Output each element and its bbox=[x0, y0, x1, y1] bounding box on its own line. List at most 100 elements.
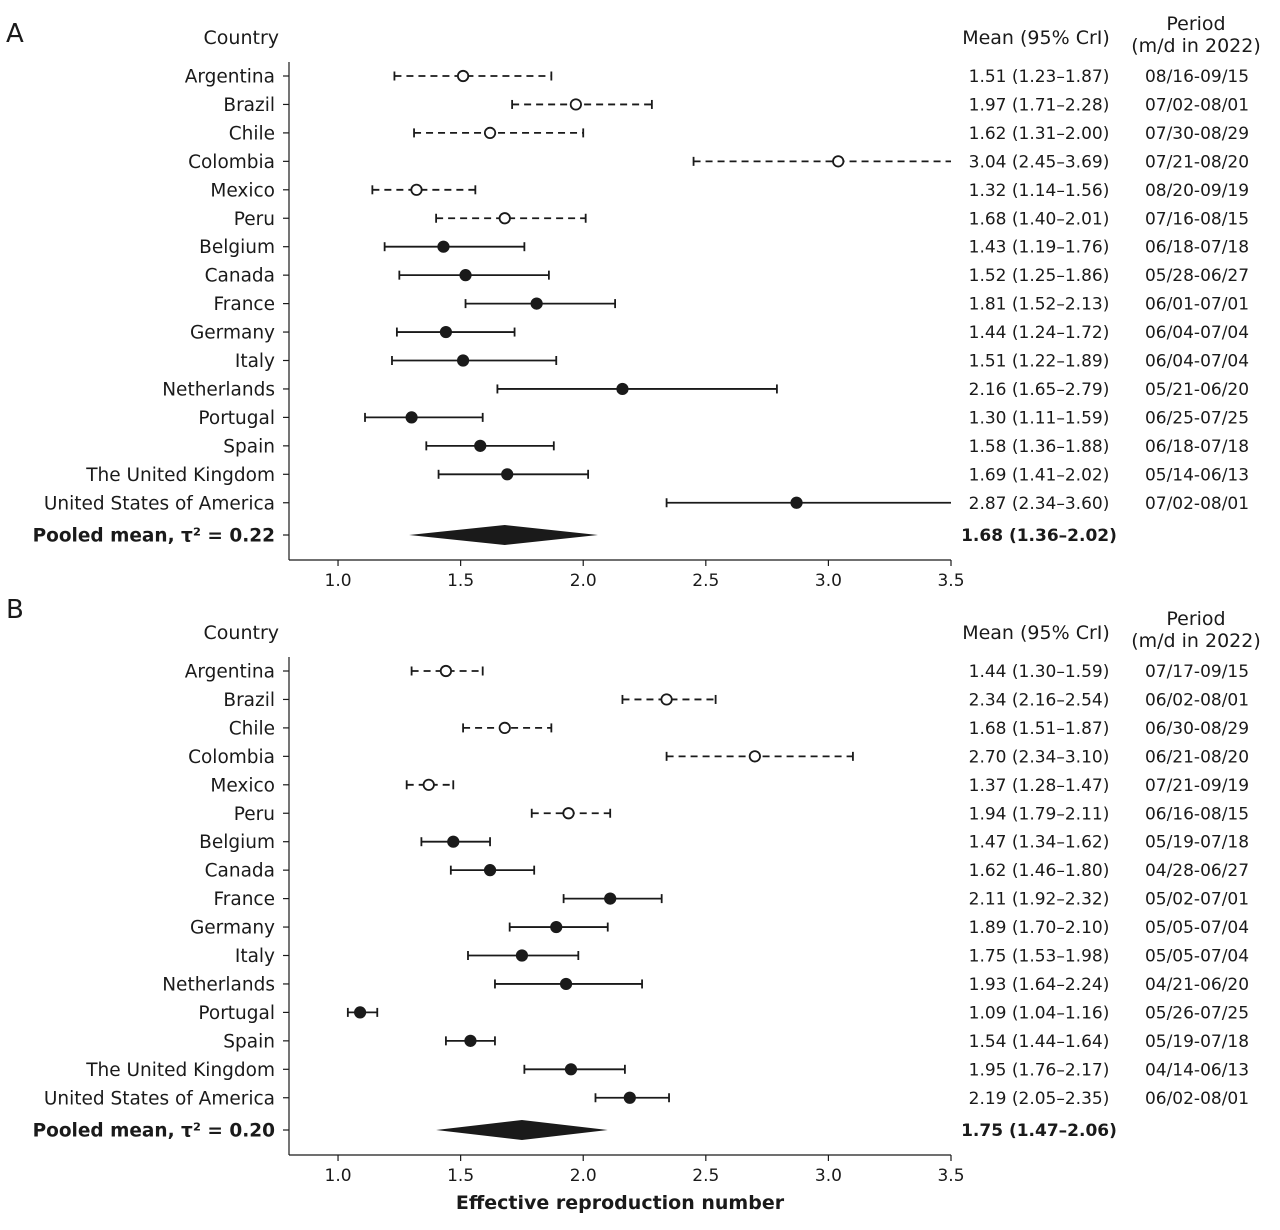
mean-ci-value: 1.75 (1.53–1.98) bbox=[969, 947, 1110, 967]
mean-marker bbox=[410, 183, 423, 196]
country-label: Germany bbox=[190, 323, 275, 344]
country-label: Germany bbox=[190, 918, 275, 939]
country-label: Netherlands bbox=[162, 974, 275, 995]
period-value: 06/02-08/01 bbox=[1145, 690, 1249, 710]
mean-ci-value: 1.62 (1.46–1.80) bbox=[969, 861, 1110, 881]
period-value: 04/21-06/20 bbox=[1145, 975, 1249, 995]
mean-ci-value: 1.44 (1.24–1.72) bbox=[969, 323, 1110, 343]
period-value: 06/04-07/04 bbox=[1145, 323, 1249, 343]
header-mean: Mean (95% CrI) bbox=[962, 27, 1110, 49]
mean-marker bbox=[456, 69, 470, 83]
country-label: Argentina bbox=[185, 67, 275, 88]
country-label: Chile bbox=[229, 123, 275, 144]
mean-marker bbox=[623, 1091, 636, 1104]
mean-marker bbox=[790, 496, 803, 509]
period-value: 05/26-07/25 bbox=[1145, 1003, 1249, 1023]
panel-a: A Country Mean (95% CrI) Period(m/d in 2022… bbox=[6, 13, 1261, 591]
country-label: Netherlands bbox=[162, 379, 275, 400]
mean-marker bbox=[483, 126, 497, 139]
period-value: 07/21-08/20 bbox=[1145, 152, 1249, 172]
country-label: Brazil bbox=[223, 95, 275, 116]
mean-ci-value: 2.19 (2.05–2.35) bbox=[969, 1089, 1110, 1109]
country-label: Chile bbox=[229, 718, 275, 739]
country-label: Peru bbox=[234, 804, 275, 825]
mean-marker bbox=[569, 98, 582, 111]
mean-marker bbox=[437, 240, 450, 253]
period-value: 07/16-08/15 bbox=[1145, 209, 1249, 229]
mean-ci-value: 1.89 (1.70–2.10) bbox=[969, 918, 1110, 938]
mean-marker bbox=[562, 807, 575, 820]
country-label: Portugal bbox=[198, 408, 275, 429]
country-label: Portugal bbox=[198, 1003, 275, 1024]
period-value: 05/19-07/18 bbox=[1145, 833, 1249, 853]
period-value: 06/30-08/29 bbox=[1145, 719, 1249, 739]
period-value: 06/04-07/04 bbox=[1145, 352, 1249, 372]
header-period: Period bbox=[1166, 13, 1225, 35]
country-label: Italy bbox=[235, 351, 275, 372]
mean-marker bbox=[405, 411, 418, 424]
header-mean: Mean (95% CrI) bbox=[962, 622, 1110, 644]
x-tick-label: 2.5 bbox=[692, 1166, 719, 1186]
mean-marker bbox=[483, 864, 497, 877]
country-label: France bbox=[213, 889, 275, 910]
mean-marker bbox=[559, 977, 573, 991]
x-tick-label: 3.5 bbox=[937, 1166, 964, 1186]
period-value: 06/18-07/18 bbox=[1145, 437, 1249, 457]
country-label: Colombia bbox=[188, 152, 275, 173]
country-label: Canada bbox=[205, 266, 275, 287]
country-label: Argentina bbox=[185, 662, 275, 683]
mean-ci-value: 1.94 (1.79–2.11) bbox=[969, 804, 1110, 824]
x-tick-label: 1.0 bbox=[325, 1166, 352, 1186]
mean-marker bbox=[447, 835, 460, 848]
mean-marker bbox=[474, 439, 487, 452]
period-value: 04/14-06/13 bbox=[1145, 1060, 1249, 1080]
pooled-label: Pooled mean, τ² = 0.20 bbox=[33, 1121, 275, 1142]
period-value: 05/21-06/20 bbox=[1145, 380, 1249, 400]
mean-ci-value: 1.32 (1.14–1.56) bbox=[969, 181, 1110, 201]
period-value: 07/21-09/19 bbox=[1145, 776, 1249, 796]
country-label: Canada bbox=[205, 861, 275, 882]
mean-marker bbox=[459, 269, 472, 282]
mean-marker bbox=[498, 721, 511, 735]
mean-ci-value: 1.52 (1.25–1.86) bbox=[969, 266, 1110, 286]
mean-marker bbox=[832, 155, 845, 168]
country-label: Mexico bbox=[210, 180, 275, 201]
period-value: 06/01-07/01 bbox=[1145, 295, 1249, 315]
country-label: Spain bbox=[223, 436, 275, 457]
country-label: The United Kingdom bbox=[85, 465, 275, 486]
mean-ci-value: 1.54 (1.44–1.64) bbox=[969, 1032, 1110, 1052]
country-label: Mexico bbox=[210, 775, 275, 796]
period-value: 06/16-08/15 bbox=[1145, 804, 1249, 824]
country-label: Belgium bbox=[199, 832, 275, 853]
header-period: Period bbox=[1166, 608, 1225, 630]
x-tick-label: 3.0 bbox=[815, 1166, 842, 1186]
x-tick-label: 2.0 bbox=[570, 1166, 597, 1186]
mean-marker bbox=[498, 212, 511, 225]
mean-ci-value: 1.97 (1.71–2.28) bbox=[969, 95, 1110, 115]
pooled-value: 1.75 (1.47–2.06) bbox=[961, 1121, 1117, 1141]
country-label: Colombia bbox=[188, 747, 275, 768]
period-value: 05/28-06/27 bbox=[1145, 266, 1249, 286]
x-tick-label: 3.5 bbox=[937, 571, 964, 591]
header-period-unit: (m/d in 2022) bbox=[1131, 35, 1261, 57]
country-label: Italy bbox=[235, 946, 275, 967]
period-value: 05/05-07/04 bbox=[1145, 918, 1249, 938]
period-value: 06/21-08/20 bbox=[1145, 747, 1249, 767]
mean-ci-value: 1.09 (1.04–1.16) bbox=[969, 1003, 1110, 1023]
mean-marker bbox=[660, 693, 673, 706]
mean-ci-value: 1.81 (1.52–2.13) bbox=[969, 295, 1110, 315]
x-tick-label: 1.5 bbox=[447, 1166, 474, 1186]
country-label: United States of America bbox=[44, 1088, 275, 1109]
country-label: France bbox=[213, 294, 275, 315]
mean-ci-value: 1.93 (1.64–2.24) bbox=[969, 975, 1110, 995]
country-label: The United Kingdom bbox=[85, 1060, 275, 1081]
pooled-value: 1.68 (1.36–2.02) bbox=[961, 526, 1117, 546]
header-country: Country bbox=[204, 622, 279, 644]
panel-b: B Country Mean (95% CrI) Period(m/d in 2022… bbox=[6, 595, 1261, 1186]
mean-ci-value: 2.16 (1.65–2.79) bbox=[969, 380, 1110, 400]
mean-ci-value: 1.69 (1.41–2.02) bbox=[969, 465, 1110, 485]
panel-letter: B bbox=[6, 595, 24, 625]
mean-marker bbox=[564, 1063, 578, 1076]
mean-ci-value: 1.95 (1.76–2.17) bbox=[969, 1060, 1110, 1080]
